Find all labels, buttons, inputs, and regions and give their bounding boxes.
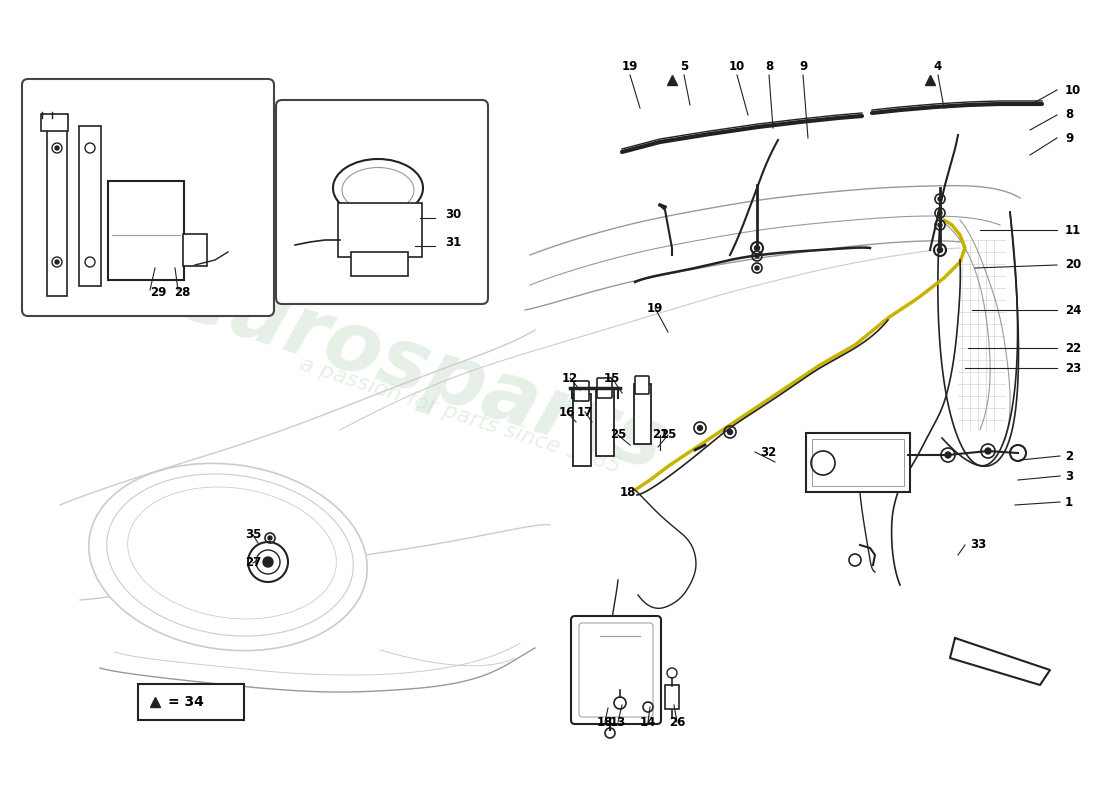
Text: 8: 8 [764,60,773,73]
Text: 14: 14 [640,715,657,729]
FancyBboxPatch shape [571,616,661,724]
FancyBboxPatch shape [47,119,67,296]
FancyBboxPatch shape [666,685,679,709]
Text: 35: 35 [245,529,261,542]
Text: 32: 32 [760,446,777,458]
Text: a passion for parts since 1985: a passion for parts since 1985 [297,354,623,477]
Text: 18: 18 [597,715,613,729]
Text: 21: 21 [652,429,668,442]
FancyBboxPatch shape [351,252,408,276]
Circle shape [938,197,942,201]
FancyBboxPatch shape [573,394,591,466]
Text: 5: 5 [680,60,689,73]
Text: 26: 26 [669,715,685,729]
Text: 31: 31 [446,236,461,249]
FancyBboxPatch shape [635,376,649,394]
Text: 18: 18 [619,486,636,498]
Text: 3: 3 [1065,470,1074,482]
Text: 10: 10 [1065,83,1081,97]
Circle shape [697,426,703,430]
Text: 33: 33 [970,538,987,551]
FancyBboxPatch shape [276,100,488,304]
Text: 22: 22 [1065,342,1081,354]
Text: 29: 29 [150,286,166,299]
Circle shape [984,448,991,454]
FancyBboxPatch shape [574,381,589,401]
Text: 9: 9 [799,60,807,73]
Text: = 34: = 34 [168,695,204,709]
Text: 2: 2 [1065,450,1074,462]
Circle shape [755,266,759,270]
Text: 8: 8 [1065,109,1074,122]
FancyBboxPatch shape [183,234,207,266]
Text: 28: 28 [174,286,190,299]
FancyBboxPatch shape [41,114,68,131]
Text: 9: 9 [1065,131,1074,145]
Circle shape [268,536,272,540]
Ellipse shape [342,167,414,213]
Text: 15: 15 [604,371,620,385]
Circle shape [938,211,942,215]
Text: 17: 17 [576,406,593,418]
FancyBboxPatch shape [22,79,274,316]
FancyBboxPatch shape [596,389,614,456]
FancyBboxPatch shape [634,384,651,444]
Circle shape [263,557,273,567]
Circle shape [937,247,943,253]
Circle shape [938,223,942,227]
FancyBboxPatch shape [806,433,910,492]
Circle shape [55,260,59,264]
Circle shape [55,146,59,150]
Ellipse shape [89,463,367,650]
Text: 25: 25 [609,429,626,442]
Circle shape [945,452,952,458]
Text: 1: 1 [1065,495,1074,509]
Ellipse shape [107,474,353,636]
Text: 16: 16 [559,406,575,418]
Text: 23: 23 [1065,362,1081,374]
Text: 24: 24 [1065,303,1081,317]
Text: eurosparts: eurosparts [165,253,675,487]
Text: 4: 4 [934,60,942,73]
Text: 19: 19 [621,60,638,73]
Text: 27: 27 [245,557,261,570]
FancyBboxPatch shape [579,623,653,717]
FancyBboxPatch shape [108,181,184,280]
Ellipse shape [333,159,424,217]
Text: 13: 13 [609,715,626,729]
Text: 30: 30 [446,208,461,221]
FancyBboxPatch shape [812,439,904,486]
Text: 10: 10 [729,60,745,73]
Polygon shape [950,638,1050,685]
Circle shape [755,246,759,250]
FancyBboxPatch shape [138,684,244,720]
Text: 12: 12 [562,371,579,385]
Text: 25: 25 [660,429,676,442]
Text: 11: 11 [1065,223,1081,237]
FancyBboxPatch shape [338,203,422,257]
Text: 20: 20 [1065,258,1081,271]
FancyBboxPatch shape [597,378,612,398]
Text: 19: 19 [647,302,663,314]
Ellipse shape [128,487,337,619]
Circle shape [727,430,733,434]
Circle shape [755,254,759,258]
FancyBboxPatch shape [79,126,101,286]
